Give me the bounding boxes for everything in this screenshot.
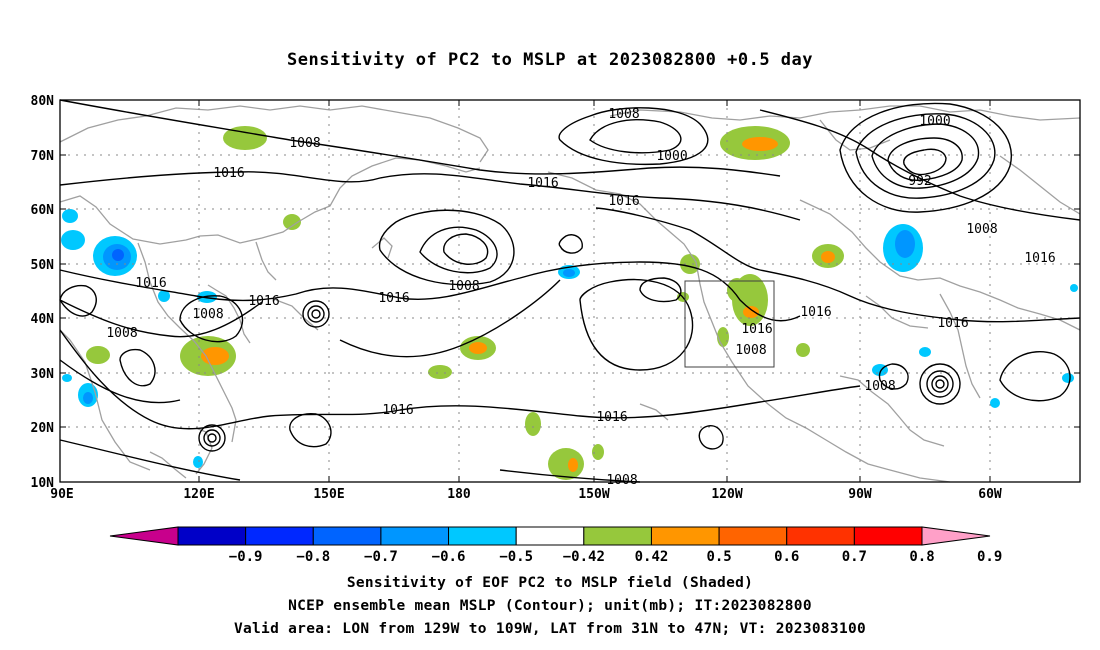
lon-label: 90W: [848, 487, 872, 502]
lon-label: 60W: [978, 487, 1002, 502]
contour-label: 1016: [213, 166, 244, 181]
lon-label: 150W: [578, 487, 609, 502]
colorbar-swatch: [448, 526, 517, 546]
lon-label: 120E: [183, 487, 214, 502]
lat-label: 50N: [31, 258, 55, 273]
lon-label: 120W: [711, 487, 742, 502]
contour-label: 1000: [656, 149, 687, 164]
colorbar-swatch: [718, 526, 788, 546]
colorbar-swatch: [245, 526, 314, 546]
contour-label: 1008: [864, 379, 895, 394]
colorbar-label: 0.42: [635, 549, 669, 565]
contour-label: 1000: [919, 114, 950, 129]
colorbar-swatch: [177, 526, 247, 546]
colorbar-swatch: [312, 526, 382, 546]
lon-label: 180: [447, 487, 471, 502]
colorbar-label: 0.8: [909, 549, 934, 565]
contour-label: 1016: [608, 194, 639, 209]
colorbar-label: −0.6: [432, 549, 466, 565]
colorbar-label: −0.8: [296, 549, 330, 565]
coastlines: [59, 105, 1081, 483]
colorbar-label: 0.6: [774, 549, 799, 565]
contour-label: 1016: [800, 305, 831, 320]
caption-contour: NCEP ensemble mean MSLP (Contour); unit(…: [288, 598, 812, 614]
colorbar: −0.9 −0.8 −0.7 −0.6 −0.5 −0.42 0.42 0.5 0.6 0.7 0.…: [109, 526, 1002, 565]
lon-label: 90E: [50, 487, 73, 502]
contour-label: 1016: [1024, 251, 1055, 266]
colorbar-label: −0.5: [499, 549, 533, 565]
lat-labels: 10N 20N 30N 40N 50N 60N 70N 80N: [31, 94, 55, 491]
lat-label: 40N: [31, 312, 55, 327]
axis-ticks: [60, 99, 1080, 483]
colorbar-swatch: [786, 526, 855, 546]
contour-label: 1016: [937, 316, 968, 331]
colorbar-swatch: [380, 526, 450, 546]
lat-label: 60N: [31, 203, 55, 218]
contour-label: 1016: [741, 322, 772, 337]
colorbar-label: 0.7: [842, 549, 867, 565]
map-title: Sensitivity of PC2 to MSLP at 2023082800…: [286, 50, 813, 70]
colorbar-swatch: [650, 526, 720, 546]
shaded-sensitivity: [61, 126, 1078, 480]
colorbar-label: −0.9: [229, 549, 263, 565]
lat-label: 70N: [31, 149, 55, 164]
map-frame: [59, 99, 1081, 483]
colorbar-label: −0.7: [364, 549, 398, 565]
contour-label: 1016: [378, 291, 409, 306]
caption-valid-area: Valid area: LON from 129W to 109W, LAT f…: [233, 621, 867, 637]
colorbar-right-arrow: [921, 526, 991, 546]
contour-label: 1016: [135, 276, 166, 291]
colorbar-label: −0.42: [563, 549, 605, 565]
contour-label: 1008: [966, 222, 997, 237]
contour-label: 1016: [382, 403, 413, 418]
caption-shaded: Sensitivity of EOF PC2 to MSLP field (Sh…: [346, 575, 754, 591]
contour-labels: 1008 1016 1016 1016 1008 1016 1008 1016 …: [106, 107, 1055, 488]
contour-label: 1016: [248, 294, 279, 309]
contour-label: 1008: [735, 343, 766, 358]
contour-label: 1008: [106, 326, 137, 341]
colorbar-label: 0.5: [706, 549, 731, 565]
lat-label: 10N: [31, 476, 55, 491]
contour-label: 1008: [448, 279, 479, 294]
lon-label: 150E: [313, 487, 344, 502]
lat-label: 30N: [31, 367, 55, 382]
contour-label: 1016: [596, 410, 627, 425]
map-panel: 1008 1016 1016 1016 1008 1016 1008 1016 …: [59, 99, 1081, 488]
lat-label: 80N: [31, 94, 55, 109]
colorbar-label: 0.9: [977, 549, 1002, 565]
contour-label: 1008: [608, 107, 639, 122]
contour-label: 1008: [606, 473, 637, 488]
valid-area-box: [684, 280, 775, 368]
lon-labels: 90E 120E 150E 180 150W 120W 90W 60W: [50, 487, 1002, 502]
lat-label: 20N: [31, 421, 55, 436]
colorbar-swatch: [853, 526, 923, 546]
contour-label: 1008: [289, 136, 320, 151]
mslp-contours: [59, 99, 1081, 483]
contour-label: 1008: [192, 307, 223, 322]
colorbar-swatch: [515, 526, 585, 546]
contour-label: 1016: [527, 176, 558, 191]
contour-label: 992: [908, 174, 931, 189]
graticule: [60, 100, 1080, 482]
colorbar-swatch: [583, 526, 652, 546]
colorbar-left-arrow: [109, 526, 179, 546]
